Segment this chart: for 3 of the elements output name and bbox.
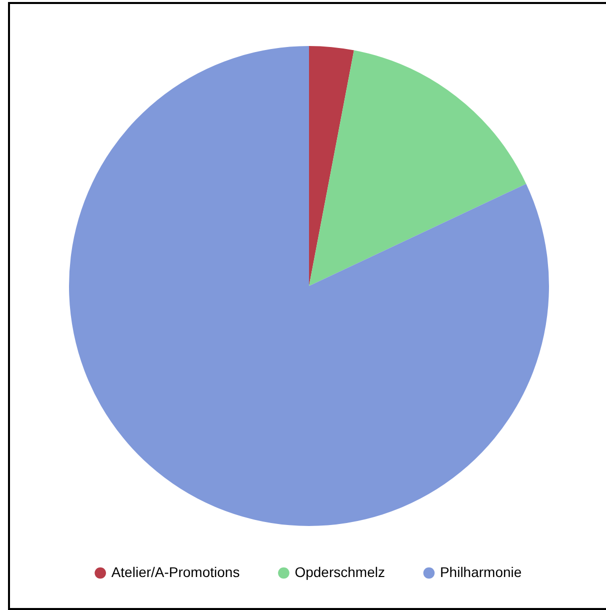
legend-label: Philharmonie [440, 564, 522, 580]
legend-label: Atelier/A-Promotions [111, 564, 240, 580]
legend-label: Opderschmelz [294, 564, 385, 580]
